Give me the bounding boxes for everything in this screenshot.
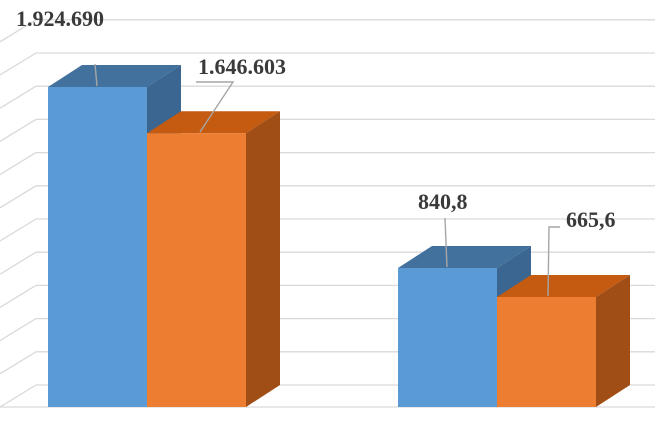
bar-side-face: [246, 111, 280, 407]
data-label-leader-line: [547, 226, 560, 297]
gridline: [0, 52, 655, 76]
data-labels: 1.924.690 1.646.603 840,8 665,6: [16, 6, 616, 297]
bar-front-face: [48, 87, 147, 407]
bar-front-face: [497, 296, 596, 407]
data-label-leader-line: [444, 217, 448, 268]
bar-side-face: [596, 274, 630, 407]
bar-front-face: [398, 268, 497, 407]
data-label-leader-line: [196, 81, 235, 133]
bars: [48, 65, 630, 407]
data-label: 840,8: [418, 189, 468, 214]
bar: [497, 274, 630, 407]
data-label: 1.924.690: [16, 6, 104, 31]
bar-top-face: [147, 111, 280, 134]
bar-top-face: [497, 274, 630, 297]
data-label: 1.646.603: [198, 54, 286, 79]
bar-top-face: [48, 65, 181, 87]
bar-top-face: [398, 246, 531, 268]
data-label-leader-line: [94, 63, 98, 87]
data-label: 665,6: [566, 207, 616, 232]
gridline: [0, 19, 655, 43]
bar-front-face: [147, 133, 246, 407]
bar: [147, 111, 280, 407]
